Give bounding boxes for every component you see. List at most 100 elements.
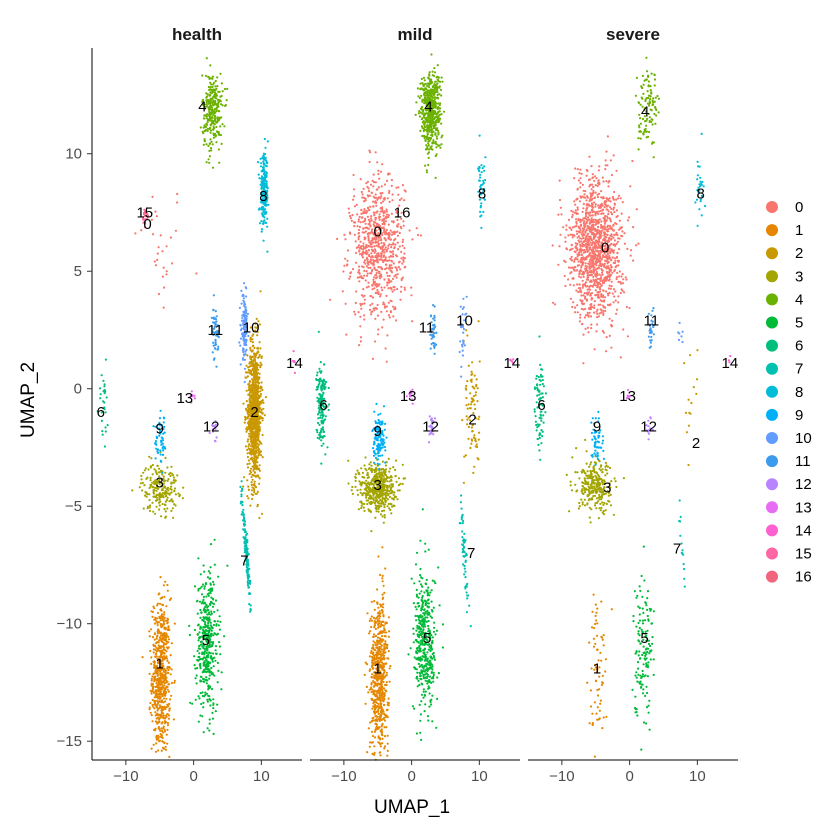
point-cluster-1	[151, 682, 154, 686]
point-cluster-1	[383, 676, 386, 679]
point-cluster-0	[358, 244, 361, 247]
point-cluster-4	[219, 72, 222, 75]
point-cluster-2	[257, 438, 260, 441]
point-cluster-2	[257, 443, 260, 447]
point-cluster-1	[381, 580, 384, 583]
point-cluster-1	[159, 696, 162, 699]
point-cluster-1	[162, 674, 165, 677]
point-cluster-0	[380, 310, 383, 313]
point-cluster-0	[380, 195, 383, 198]
point-cluster-0	[377, 173, 380, 176]
point-cluster-0	[363, 298, 366, 301]
point-cluster-1	[377, 682, 380, 686]
point-cluster-2	[249, 348, 252, 351]
point-cluster-0	[174, 229, 177, 232]
point-cluster-4	[218, 117, 221, 120]
point-cluster-0	[370, 219, 373, 222]
point-cluster-2	[258, 482, 261, 485]
point-cluster-4	[210, 77, 213, 80]
point-cluster-0	[159, 234, 162, 237]
point-cluster-0	[375, 204, 378, 207]
point-cluster-8	[262, 222, 265, 225]
point-cluster-1	[371, 657, 374, 660]
point-cluster-5	[206, 667, 209, 671]
point-cluster-2	[259, 402, 263, 405]
point-cluster-1	[156, 604, 159, 607]
point-cluster-1	[386, 643, 389, 647]
point-cluster-5	[215, 633, 218, 636]
point-cluster-2	[466, 334, 469, 337]
point-cluster-1	[385, 708, 388, 712]
point-cluster-3	[151, 485, 154, 488]
point-cluster-0	[392, 262, 395, 265]
point-cluster-1	[164, 721, 167, 724]
point-cluster-0	[386, 197, 389, 200]
cluster-label: 11	[208, 322, 224, 339]
point-cluster-0	[368, 222, 371, 225]
point-cluster-3	[362, 506, 365, 509]
point-cluster-7	[240, 500, 243, 503]
point-cluster-1	[154, 618, 157, 621]
point-cluster-8	[262, 166, 265, 169]
point-cluster-5	[197, 639, 200, 642]
point-cluster-0	[165, 273, 168, 276]
point-cluster-1	[156, 670, 159, 673]
point-cluster-0	[374, 218, 377, 221]
point-cluster-3	[360, 467, 363, 470]
point-cluster-1	[154, 653, 157, 656]
point-cluster-4	[215, 107, 218, 111]
point-cluster-0	[390, 178, 393, 182]
point-cluster-5	[204, 659, 208, 662]
point-cluster-1	[380, 655, 383, 658]
cluster-label: 15	[136, 205, 153, 222]
point-cluster-1	[155, 637, 158, 640]
point-cluster-5	[205, 651, 208, 655]
point-cluster-10	[245, 295, 248, 298]
point-cluster-8	[256, 161, 260, 164]
point-cluster-11	[214, 343, 217, 347]
point-cluster-1	[160, 640, 163, 643]
point-cluster-1	[164, 649, 167, 652]
point-cluster-1	[153, 638, 156, 641]
point-cluster-1	[165, 639, 168, 643]
point-cluster-1	[150, 610, 153, 613]
point-cluster-4	[204, 125, 208, 128]
point-cluster-0	[375, 188, 378, 191]
point-cluster-1	[375, 646, 378, 649]
point-cluster-3	[375, 510, 378, 513]
point-cluster-4	[217, 148, 220, 151]
point-cluster-6	[104, 426, 107, 429]
point-cluster-0	[416, 233, 420, 237]
point-cluster-1	[167, 638, 171, 641]
point-cluster-3	[368, 463, 371, 466]
point-cluster-1	[370, 730, 374, 733]
point-cluster-10	[245, 287, 248, 290]
point-cluster-10	[243, 343, 246, 346]
point-cluster-2	[257, 400, 260, 403]
point-cluster-1	[374, 627, 377, 631]
point-cluster-0	[344, 257, 347, 260]
point-cluster-8	[265, 173, 268, 176]
point-cluster-0	[352, 173, 355, 177]
point-cluster-1	[156, 657, 159, 660]
point-cluster-2	[249, 432, 252, 435]
point-cluster-2	[465, 384, 468, 388]
point-cluster-3	[366, 502, 369, 506]
point-cluster-2	[247, 393, 250, 396]
point-cluster-1	[380, 728, 383, 731]
point-cluster-0	[341, 290, 344, 293]
point-cluster-3	[170, 491, 173, 494]
point-cluster-5	[193, 585, 197, 588]
point-cluster-0	[382, 226, 385, 229]
point-cluster-5	[214, 649, 217, 652]
point-cluster-4	[221, 104, 224, 107]
point-cluster-0	[355, 203, 358, 206]
point-cluster-3	[154, 469, 157, 472]
point-cluster-0	[370, 295, 373, 298]
point-cluster-4	[213, 119, 216, 122]
point-cluster-2	[248, 397, 251, 401]
point-cluster-4	[211, 97, 214, 100]
point-cluster-1	[162, 634, 166, 637]
point-cluster-2	[478, 431, 481, 434]
point-cluster-2	[256, 350, 259, 354]
